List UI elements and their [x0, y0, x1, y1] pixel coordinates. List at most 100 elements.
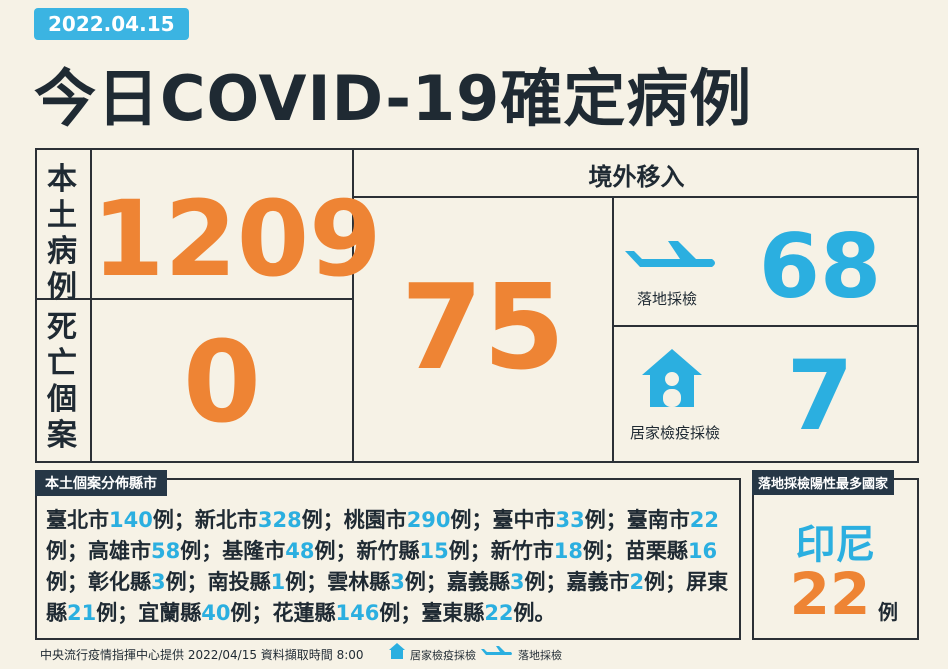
county-name: 南投縣	[207, 570, 271, 594]
country-name: 印尼	[795, 522, 876, 568]
county-unit: 例	[180, 539, 202, 563]
county-unit: 例	[644, 570, 666, 594]
county-name: 新竹縣	[356, 539, 420, 563]
deaths-label: 死亡個案	[47, 310, 77, 453]
county-count: 140	[109, 508, 153, 532]
separator: ；	[665, 570, 687, 594]
county-count: 58	[151, 539, 181, 563]
home-label: 居家檢疫採檢	[629, 424, 720, 442]
county-name: 桃園市	[343, 508, 407, 532]
county-unit: 例	[301, 508, 323, 532]
legend-house-icon	[389, 643, 405, 659]
county-name: 苗栗縣	[624, 539, 688, 563]
county-unit: 例	[448, 539, 470, 563]
divider	[612, 325, 919, 327]
deaths-count: 0	[183, 318, 261, 448]
separator: ；	[471, 508, 493, 532]
county-name: 新北市	[194, 508, 258, 532]
county-name: 宜蘭縣	[138, 601, 202, 625]
county-name: 屏東縣	[46, 570, 729, 625]
country-count: 22	[789, 560, 871, 628]
county-count: 146	[335, 601, 380, 625]
imported-label: 境外移入	[588, 163, 685, 191]
separator: ；	[605, 508, 627, 532]
county-unit: 例	[404, 570, 426, 594]
country-unit: 例	[878, 600, 898, 624]
separator: ；	[400, 601, 422, 625]
separator: ；	[201, 539, 223, 563]
county-unit: 例	[582, 539, 604, 563]
home-count: 7	[786, 340, 854, 452]
separator: ；	[173, 508, 195, 532]
separator: ；	[425, 570, 447, 594]
separator: ；	[117, 601, 139, 625]
airport-count: 68	[758, 215, 882, 318]
divider	[90, 148, 92, 463]
divider	[612, 196, 614, 463]
county-count: 2	[629, 570, 645, 594]
county-name: 雲林縣	[327, 570, 391, 594]
legend-airport: 落地採檢	[518, 649, 562, 662]
county-name: 花蓮縣	[272, 601, 336, 625]
county-count: 15	[419, 539, 449, 563]
county-unit: 例	[46, 570, 67, 594]
divider	[35, 298, 353, 300]
county-unit: 例	[165, 570, 187, 594]
county-name: 新竹市	[490, 539, 554, 563]
county-count: 22	[484, 601, 514, 625]
county-count: 40	[201, 601, 231, 625]
county-unit: 例	[584, 508, 606, 532]
county-count: 33	[555, 508, 585, 532]
county-count: 290	[406, 508, 451, 532]
county-count: 48	[285, 539, 315, 563]
county-unit: 例	[513, 601, 535, 625]
legend-home: 居家檢疫採檢	[410, 649, 476, 662]
end-mark: 。	[534, 601, 556, 625]
county-count: 3	[390, 570, 405, 594]
distribution-panel	[35, 478, 741, 640]
separator: ；	[603, 539, 625, 563]
county-unit: 例	[314, 539, 336, 563]
county-name: 彰化縣	[88, 570, 151, 594]
main-panel	[35, 148, 919, 463]
imported-count: 75	[400, 258, 566, 396]
country-title: 落地採檢陽性最多國家	[752, 470, 895, 495]
separator: ；	[251, 601, 273, 625]
county-name: 基隆市	[222, 539, 286, 563]
distribution-list: 臺北市140例；新北市328例；桃園市290例；臺中市33例；臺南市22例；高雄…	[46, 505, 736, 629]
separator: ；	[335, 539, 357, 563]
county-count: 3	[509, 570, 525, 594]
local-count: 1209	[92, 178, 382, 300]
county-unit: 例	[230, 601, 252, 625]
separator: ；	[306, 570, 328, 594]
plane-icon	[625, 241, 715, 267]
county-name: 臺東縣	[421, 601, 485, 625]
county-count: 21	[67, 601, 97, 625]
divider	[352, 196, 919, 198]
county-count: 3	[151, 570, 166, 594]
county-count: 18	[553, 539, 583, 563]
county-unit: 例	[96, 601, 118, 625]
county-count: 16	[687, 539, 718, 563]
county-count: 1	[270, 570, 286, 594]
county-name: 臺南市	[626, 508, 690, 532]
title: 今日COVID-19確定病例	[34, 62, 753, 135]
separator: ；	[545, 570, 567, 594]
separator: ；	[186, 570, 208, 594]
county-name: 臺中市	[492, 508, 556, 532]
separator: ；	[67, 539, 88, 563]
date-badge: 2022.04.15	[34, 8, 189, 40]
local-label: 本土病例	[47, 162, 77, 305]
separator: ；	[67, 570, 88, 594]
legend-plane-icon	[481, 646, 512, 655]
county-count: 22	[689, 508, 719, 532]
source: 中央流行疫情指揮中心提供 2022/04/15 資料擷取時間 8:00	[40, 648, 364, 662]
distribution-title: 本土個案分佈縣市	[35, 470, 167, 496]
county-unit: 例	[46, 539, 67, 563]
divider	[352, 148, 354, 463]
county-name: 嘉義市	[566, 570, 630, 594]
county-unit: 例	[450, 508, 472, 532]
airport-label: 落地採檢	[636, 290, 697, 308]
county-unit: 例	[285, 570, 307, 594]
